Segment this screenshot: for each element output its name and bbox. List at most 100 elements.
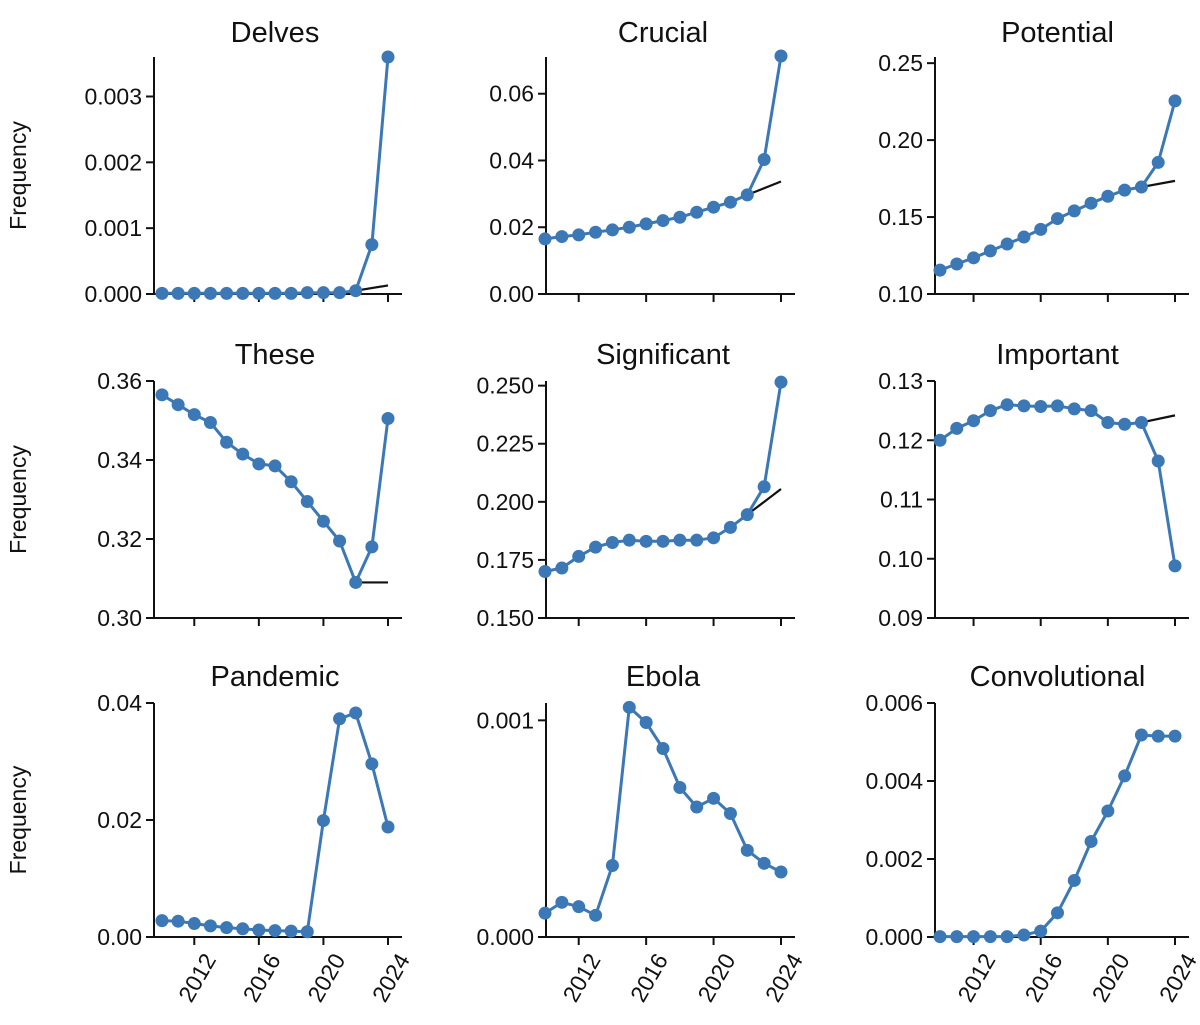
data-point [1000, 237, 1014, 251]
data-point [252, 286, 266, 300]
data-point [538, 906, 552, 920]
data-point [933, 263, 947, 277]
x-tick-label: 2012 [173, 949, 221, 1006]
data-point [622, 220, 636, 234]
panel-potential: Potential 0.10 0.15 0.20 0.25 [878, 17, 1189, 307]
data-point [381, 412, 395, 426]
y-tick-label: 0.175 [476, 547, 534, 573]
y-tick-label: 0.006 [865, 690, 923, 716]
data-point [757, 856, 771, 870]
series-line [544, 705, 782, 917]
y-tick-label: 0.225 [476, 431, 534, 457]
data-point [1118, 769, 1132, 783]
panel-title: Crucial [618, 17, 708, 49]
data-point [1034, 924, 1048, 938]
data-point [1134, 415, 1148, 429]
trend-line [746, 488, 782, 516]
y-tick-label: 0.36 [97, 368, 142, 394]
data-point [1168, 94, 1182, 108]
data-point [1051, 212, 1064, 226]
data-point [740, 843, 754, 857]
data-point [605, 223, 619, 237]
data-point [1168, 559, 1182, 573]
data-point [155, 286, 169, 300]
data-point [967, 930, 981, 944]
series-line [161, 393, 390, 584]
data-point [1118, 183, 1132, 197]
data-point [1084, 834, 1098, 848]
data-point [983, 244, 997, 258]
data-point [284, 475, 298, 489]
data-point [1101, 415, 1115, 429]
y-tick-label: 0.20 [878, 127, 923, 153]
y-tick-label: 0.30 [97, 605, 142, 631]
y-tick-label: 0.09 [878, 605, 923, 631]
y-tick-label: 0.004 [865, 768, 923, 794]
data-point [187, 917, 201, 931]
panel-title: Pandemic [211, 661, 340, 693]
data-point [572, 549, 586, 563]
data-point [268, 924, 282, 938]
y-tick-label: 0.02 [489, 214, 534, 240]
data-point [236, 922, 250, 936]
data-point [300, 494, 314, 508]
data-point [690, 205, 704, 219]
data-point [589, 540, 603, 554]
data-point [572, 228, 586, 242]
data-point [983, 930, 997, 944]
data-point [365, 540, 379, 554]
data-point [690, 800, 704, 814]
data-point [316, 514, 330, 528]
data-point [605, 859, 619, 872]
panel-delves: Delves 0.000 0.001 0.002 0.003 Frequency [5, 17, 402, 307]
data-point [639, 217, 653, 231]
data-point [1017, 928, 1031, 942]
data-point [236, 447, 250, 461]
y-tick-label: 0.000 [476, 924, 534, 950]
data-point [1000, 930, 1014, 944]
y-tick-label: 0.04 [489, 147, 534, 173]
y-tick-label: 0.15 [878, 204, 923, 230]
x-tick-label: 2020 [302, 949, 350, 1006]
data-point [284, 286, 298, 300]
series-line [161, 711, 390, 934]
x-tick-label: 2012 [557, 949, 605, 1006]
x-tick-label: 2024 [367, 949, 415, 1006]
data-point [1067, 402, 1081, 416]
data-point [1067, 204, 1081, 218]
data-point [333, 286, 347, 300]
series-line [162, 56, 390, 295]
data-point [349, 575, 363, 589]
x-tick-label: 2016 [1019, 949, 1067, 1006]
data-point [1034, 222, 1048, 236]
y-axis-label: Frequency [5, 121, 31, 230]
data-point [203, 286, 217, 300]
data-point [284, 924, 298, 938]
data-point [639, 534, 653, 548]
data-point [220, 921, 234, 935]
data-point [967, 414, 981, 428]
panel-title: Ebola [626, 661, 701, 693]
data-point [538, 232, 552, 246]
data-point [740, 188, 754, 202]
panel-important: Important 0.09 0.10 0.11 0.12 0.13 [878, 339, 1189, 631]
y-tick-label: 0.12 [878, 427, 923, 453]
data-point [349, 284, 363, 298]
y-tick-label: 0.13 [878, 368, 923, 394]
x-tick-label: 2024 [760, 949, 808, 1006]
data-point [757, 480, 771, 494]
data-point [1101, 189, 1115, 203]
data-point [538, 565, 552, 579]
y-tick-label: 0.34 [97, 447, 142, 473]
data-point [707, 200, 721, 214]
data-point [673, 533, 687, 547]
data-point [1017, 399, 1031, 413]
data-point [1000, 398, 1014, 412]
panel-crucial: Crucial 0.00 0.02 0.04 0.06 [489, 17, 795, 307]
data-point [171, 914, 185, 928]
data-point [967, 251, 981, 265]
data-point [572, 900, 586, 914]
y-tick-label: 0.000 [84, 281, 142, 307]
data-point [774, 49, 788, 63]
data-point [1134, 180, 1148, 194]
